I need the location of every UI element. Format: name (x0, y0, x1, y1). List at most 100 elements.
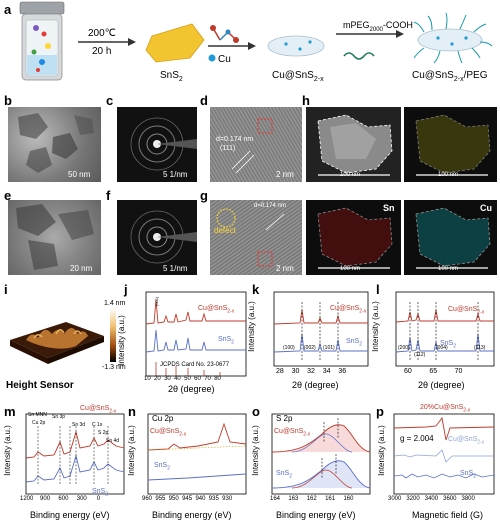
cu-precursor-icon (208, 25, 239, 62)
xps-m-peak-6: Sn 4d (106, 438, 120, 444)
eds-sn-map (306, 200, 401, 275)
xps-n-ylabel: Intensity (a.u.) (126, 425, 136, 476)
xrd-k-top: Cu@SnS2-x (330, 305, 367, 315)
xps-m-peak-1: Cu 2p (32, 420, 46, 426)
xps-o-xlabel: Binding energy (eV) (276, 510, 356, 520)
tem-image-b (8, 107, 101, 182)
scale-d: 2 nm (276, 170, 294, 179)
panel-i-label: i (4, 282, 8, 297)
xps-n-ticks: 960 955 950 945 940 935 930 (142, 496, 233, 502)
final-label: Cu@SnS2-x/PEG (412, 70, 488, 83)
xrd-k-ticks: 28 30 32 34 36 (276, 368, 347, 375)
defect-g: defect (214, 226, 236, 235)
peg-chain-icon (343, 52, 375, 60)
hrtem-image-g (210, 200, 302, 275)
xps-m-peak-3: Sn 3d (72, 422, 86, 428)
xrd-j-ticks: 10 20 30 40 50 60 70 80 (144, 376, 221, 382)
temp-label: 200℃ (88, 28, 116, 39)
eds-sn-title: Sn (383, 203, 395, 213)
dspace-g: d=0.174 nm (254, 203, 286, 209)
afm-caption: Height Sensor (6, 380, 74, 391)
xrd-k-xlabel: 2θ (degree) (292, 380, 339, 390)
haadf-title: HAADF (366, 98, 398, 108)
xrd-l-peak-004: (004) (436, 345, 448, 351)
xrd-l-ticks: 60 65 70 (404, 368, 463, 375)
epr-p-ticks: 3000 3200 3400 3600 3800 (388, 496, 475, 502)
xrd-k-peak-100: (100) (283, 345, 295, 351)
eds-cu-map (404, 200, 497, 275)
scale-h4: 100 nm (438, 266, 459, 272)
panel-k-label: k (252, 282, 260, 297)
mpeg-label: mPEG2000-COOH (343, 20, 413, 33)
xps-m-top: Cu@SnS2-x (80, 405, 117, 415)
xps-n-bottom: SnS2 (154, 462, 171, 472)
xrd-l-peak-200: (200) (398, 345, 410, 351)
panel-o-label: o (252, 404, 260, 419)
panel-e-label: e (4, 188, 12, 203)
scale-h1: 100 nm (340, 172, 361, 178)
xrd-l-xlabel: 2θ (degree) (418, 380, 465, 390)
eds-cu-title: Cu (480, 203, 492, 213)
xps-m-xlabel: Binding energy (eV) (30, 510, 110, 520)
saed-image-c (117, 107, 197, 182)
xrd-l-bottom: SnS2 (440, 340, 457, 350)
xps-o-ylabel: Intensity (a.u.) (250, 425, 260, 476)
epr-p-g: g = 2.004 (400, 434, 434, 443)
xrd-j-top: Cu@SnS2-x (198, 305, 235, 315)
panel-p-label: p (376, 404, 384, 419)
panel-f-label: f (106, 188, 111, 203)
xps-n-title: Cu 2p (152, 414, 174, 423)
panel-h-label: h (302, 93, 310, 108)
eds-s-title: S (484, 98, 491, 108)
afm-cmin: -1.3 nm (102, 364, 126, 371)
dspace-d: d=0.174 nm (216, 136, 254, 143)
xps-m-peak-0: Sn MNN (28, 412, 47, 418)
xrd-k-peak-002: (002) (304, 345, 316, 351)
xrd-k-ylabel: Intensity (a.u.) (246, 301, 256, 352)
panel-l-label: l (376, 282, 380, 297)
sns2-sheet-icon (145, 23, 205, 63)
xps-o-title: S 2p (276, 414, 293, 423)
epr-p (393, 413, 495, 495)
xrd-j-xlabel: 2θ (degree) (168, 384, 215, 394)
epr-p-bottom: SnS2 (460, 470, 477, 480)
scale-g: 2 nm (276, 264, 294, 273)
scale-c: 5 1/nm (163, 170, 188, 179)
xrd-chart-j (145, 291, 247, 377)
scale-f: 5 1/nm (163, 264, 188, 273)
xrd-j-ylabel: Intensity (a.u.) (116, 315, 126, 366)
xps-cu-n (147, 413, 247, 495)
xrd-j-card: JCPDS Card No. 23-0677 (160, 362, 230, 368)
cu-sns-sheet-icon (267, 35, 325, 57)
xps-m-ylabel: Intensity (a.u.) (2, 425, 12, 476)
epr-p-mid: Cu@SnS2-x (448, 436, 485, 446)
panel-d-label: d (200, 93, 208, 108)
xps-m-peak-5: S 2p (98, 430, 109, 436)
panel-j-label: j (124, 282, 128, 297)
tem-image-e (8, 200, 101, 275)
synthesis-scheme (19, 1, 493, 81)
xps-n-top: Cu@SnS2-x (150, 428, 187, 438)
saed-image-f (117, 200, 197, 275)
xps-m-bottom: SnS2 (92, 488, 109, 498)
scale-h2: 100 nm (438, 172, 459, 178)
xps-survey-m (25, 413, 125, 495)
xrd-l-ylabel: Intensity (a.u.) (370, 301, 380, 352)
afm-image (10, 308, 116, 364)
eds-s-map (404, 107, 497, 182)
xps-s-o (271, 413, 371, 495)
xrd-chart-k (273, 291, 369, 367)
xps-m-ticks: 1200 900 600 300 0 (20, 496, 101, 502)
haadf-image (306, 107, 401, 182)
xps-n-xlabel: Binding energy (eV) (152, 510, 232, 520)
panel-c-label: c (106, 93, 114, 108)
panel-b-label: b (4, 93, 12, 108)
cu-sns-peg-icon (413, 12, 493, 64)
scale-e: 20 nm (70, 264, 93, 273)
cu-sns-label: Cu@SnS2-x (272, 70, 324, 83)
xps-o-top: Cu@SnS2-x (274, 428, 311, 438)
sns2-label: SnS2 (160, 70, 183, 83)
epr-p-xlabel: Magnetic field (G) (412, 510, 484, 520)
epr-p-ylabel: Intensity (a.u.) (376, 425, 386, 476)
afm-cmax: 1.4 nm (104, 300, 126, 307)
